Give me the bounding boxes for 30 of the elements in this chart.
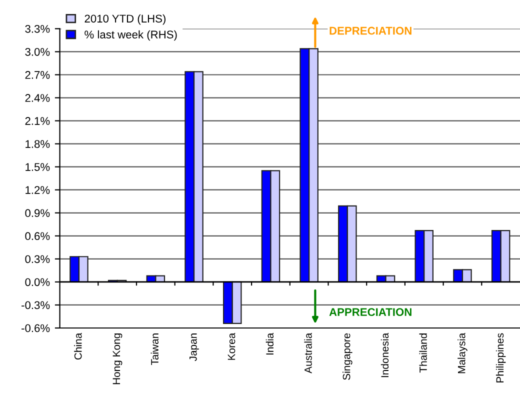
y-tick-label: 3.0% — [25, 48, 50, 56]
y-tick-label: -0.6% — [22, 324, 50, 332]
x-tick-label: Taiwan — [150, 334, 158, 366]
x-tick-label: Australia — [304, 332, 312, 374]
annotation: DEPRECIATION — [330, 26, 412, 35]
y-tick-label: 2.7% — [25, 71, 50, 79]
y-tick-label: 0.0% — [25, 278, 50, 286]
y-tick-label: 0.6% — [25, 232, 50, 240]
y-tick-label: 1.5% — [26, 163, 50, 171]
annotation: APPRECIATION — [329, 308, 412, 316]
x-tick-label: Singapore — [342, 333, 352, 380]
legend-label: 2010 YTD (LHS) — [84, 14, 166, 25]
y-tick-label: 1.2% — [26, 186, 50, 194]
y-tick-label: -0.3% — [22, 301, 50, 310]
x-tick-label: Thailand — [419, 334, 427, 373]
x-tick-label: China — [74, 332, 82, 360]
x-tick-label: Korea — [228, 332, 236, 360]
y-tick-label: 2.1% — [25, 117, 50, 125]
x-tick-label: Malaysia — [458, 332, 468, 374]
y-tick-label: 3.3% — [25, 24, 50, 33]
x-tick-label: Indonesia — [380, 332, 389, 378]
x-tick-label: Philippines — [496, 333, 506, 382]
y-tick-label: 0.9% — [25, 209, 50, 218]
x-tick-label: Hong Kong — [112, 334, 122, 384]
y-tick-label: 1.8% — [26, 140, 50, 148]
x-tick-label: Japan — [190, 334, 199, 362]
x-tick-label: India — [266, 332, 274, 354]
legend-label: % last week (RHS) — [84, 30, 177, 41]
y-tick-label: 0.3% — [25, 255, 50, 264]
y-tick-label: 2.4% — [25, 94, 50, 102]
